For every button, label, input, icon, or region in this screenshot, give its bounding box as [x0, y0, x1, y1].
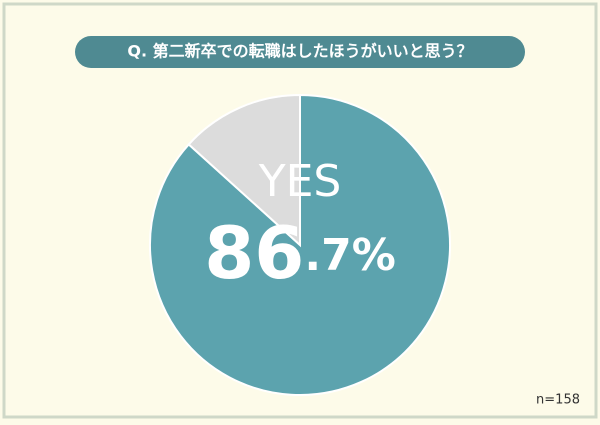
sample-size: n=158 [536, 393, 580, 408]
chart-title: Q. 第二新卒での転職はしたほうがいいと思う？ [127, 42, 472, 61]
center-category: YES [258, 156, 342, 207]
center-value-label: 86.7% [204, 211, 396, 295]
pie-slice [187, 93, 301, 248]
pie [149, 93, 451, 396]
title-pill [75, 36, 525, 68]
